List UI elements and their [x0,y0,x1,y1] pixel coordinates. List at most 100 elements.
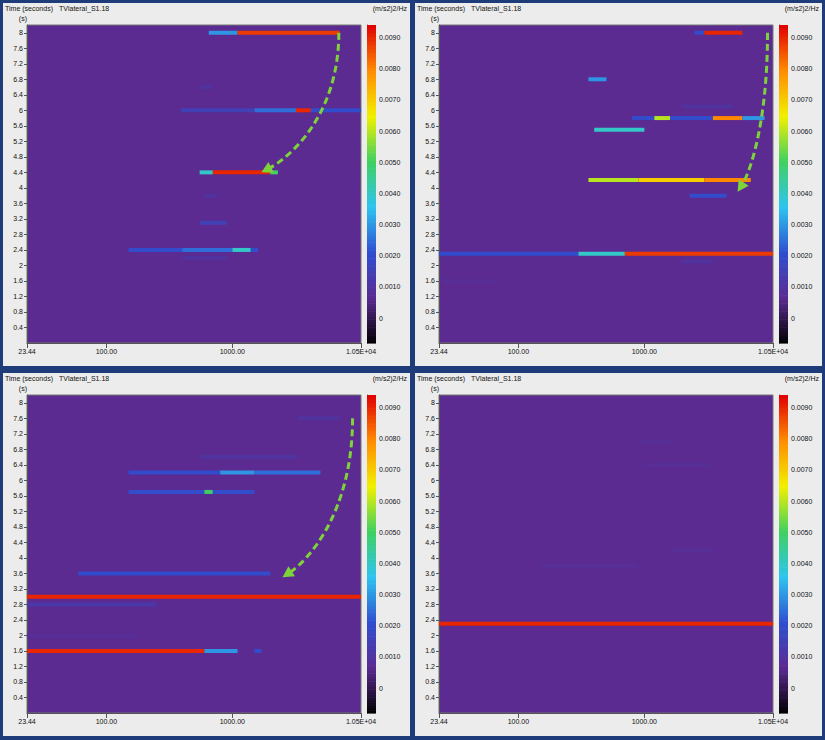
svg-text:0.4: 0.4 [13,694,23,701]
svg-text:0.0070: 0.0070 [791,96,813,103]
svg-text:23.44: 23.44 [430,718,448,725]
svg-text:0.0090: 0.0090 [379,34,401,41]
svg-text:4: 4 [431,554,435,561]
svg-text:0: 0 [379,685,383,692]
svg-text:1000.00: 1000.00 [220,718,245,725]
svg-text:7.6: 7.6 [425,45,435,52]
svg-text:1.2: 1.2 [425,293,435,300]
svg-text:5.6: 5.6 [13,122,23,129]
svg-text:(m/s2)2/Hz: (m/s2)2/Hz [373,5,408,13]
svg-text:1.2: 1.2 [13,663,23,670]
svg-text:23.44: 23.44 [430,348,448,355]
svg-text:Time (seconds): Time (seconds) [417,5,465,13]
svg-text:TVlateral_S1.18: TVlateral_S1.18 [59,375,109,383]
svg-text:4.8: 4.8 [425,153,435,160]
svg-text:2: 2 [19,632,23,639]
svg-text:0.0010: 0.0010 [791,283,813,290]
svg-text:1.6: 1.6 [425,647,435,654]
svg-text:0.0040: 0.0040 [379,190,401,197]
svg-text:2.4: 2.4 [425,616,435,623]
svg-text:4: 4 [19,184,23,191]
svg-text:0.0090: 0.0090 [791,34,813,41]
svg-text:7.2: 7.2 [13,430,23,437]
svg-text:3.2: 3.2 [425,585,435,592]
svg-text:23.44: 23.44 [18,718,36,725]
svg-text:0.0010: 0.0010 [379,283,401,290]
svg-text:0.0070: 0.0070 [379,96,401,103]
svg-text:5.2: 5.2 [13,508,23,515]
svg-text:0.0040: 0.0040 [791,190,813,197]
svg-text:0.8: 0.8 [425,678,435,685]
svg-text:2: 2 [19,262,23,269]
svg-text:1000.00: 1000.00 [632,348,657,355]
svg-text:6.8: 6.8 [425,76,435,83]
svg-text:(m/s2)2/Hz: (m/s2)2/Hz [785,375,820,383]
svg-text:0.8: 0.8 [425,308,435,315]
svg-text:6.4: 6.4 [425,91,435,98]
svg-text:8: 8 [19,29,23,36]
svg-text:4.4: 4.4 [13,169,23,176]
svg-text:(s): (s) [19,15,27,23]
svg-text:3.6: 3.6 [13,570,23,577]
svg-text:0.0070: 0.0070 [791,466,813,473]
svg-text:7.2: 7.2 [425,60,435,67]
svg-text:3.6: 3.6 [425,570,435,577]
svg-text:7.6: 7.6 [13,415,23,422]
svg-text:0.0040: 0.0040 [379,560,401,567]
svg-text:0.0030: 0.0030 [379,221,401,228]
svg-text:5.2: 5.2 [13,138,23,145]
svg-text:5.6: 5.6 [425,492,435,499]
svg-text:(s): (s) [431,15,439,23]
svg-text:6: 6 [19,477,23,484]
svg-text:6.4: 6.4 [425,461,435,468]
svg-text:4: 4 [19,554,23,561]
svg-text:1.6: 1.6 [13,277,23,284]
svg-text:0.0080: 0.0080 [379,65,401,72]
svg-text:0.0030: 0.0030 [791,221,813,228]
svg-text:0: 0 [791,685,795,692]
svg-text:0: 0 [379,315,383,322]
svg-text:1.05E+04: 1.05E+04 [346,348,376,355]
svg-text:2.4: 2.4 [13,246,23,253]
svg-text:0.0020: 0.0020 [379,252,401,259]
svg-text:2: 2 [431,262,435,269]
svg-text:7.2: 7.2 [13,60,23,67]
svg-text:(m/s2)2/Hz: (m/s2)2/Hz [373,375,408,383]
svg-text:(s): (s) [431,385,439,393]
svg-text:8: 8 [431,399,435,406]
svg-text:6: 6 [431,477,435,484]
svg-text:23.44: 23.44 [18,348,36,355]
svg-text:4: 4 [431,184,435,191]
svg-text:5.2: 5.2 [425,508,435,515]
svg-text:0.0090: 0.0090 [379,404,401,411]
svg-text:2.8: 2.8 [425,601,435,608]
svg-text:0.0060: 0.0060 [791,128,813,135]
svg-text:6.8: 6.8 [13,446,23,453]
svg-text:2.8: 2.8 [13,601,23,608]
svg-text:0.0050: 0.0050 [791,159,813,166]
svg-text:TVlateral_S1.18: TVlateral_S1.18 [59,5,109,13]
svg-text:7.2: 7.2 [425,430,435,437]
svg-text:2.8: 2.8 [425,231,435,238]
svg-text:Time (seconds): Time (seconds) [5,375,53,383]
svg-text:6.4: 6.4 [13,461,23,468]
svg-text:Time (seconds): Time (seconds) [417,375,465,383]
svg-text:0.0020: 0.0020 [379,622,401,629]
svg-text:3.6: 3.6 [13,200,23,207]
svg-text:0.4: 0.4 [425,324,435,331]
svg-text:2.4: 2.4 [425,246,435,253]
svg-text:100.00: 100.00 [508,348,530,355]
svg-text:0.8: 0.8 [13,678,23,685]
svg-text:0.0050: 0.0050 [791,529,813,536]
svg-text:0.0070: 0.0070 [379,466,401,473]
svg-text:6.8: 6.8 [13,76,23,83]
svg-text:0.0030: 0.0030 [379,591,401,598]
svg-text:0.0060: 0.0060 [791,498,813,505]
svg-text:0.0060: 0.0060 [379,498,401,505]
svg-text:(m/s2)2/Hz: (m/s2)2/Hz [785,5,820,13]
svg-text:0.0040: 0.0040 [791,560,813,567]
svg-text:100.00: 100.00 [508,718,530,725]
svg-text:5.6: 5.6 [425,122,435,129]
svg-text:0.0020: 0.0020 [791,252,813,259]
svg-text:TVlateral_S1.18: TVlateral_S1.18 [471,5,521,13]
